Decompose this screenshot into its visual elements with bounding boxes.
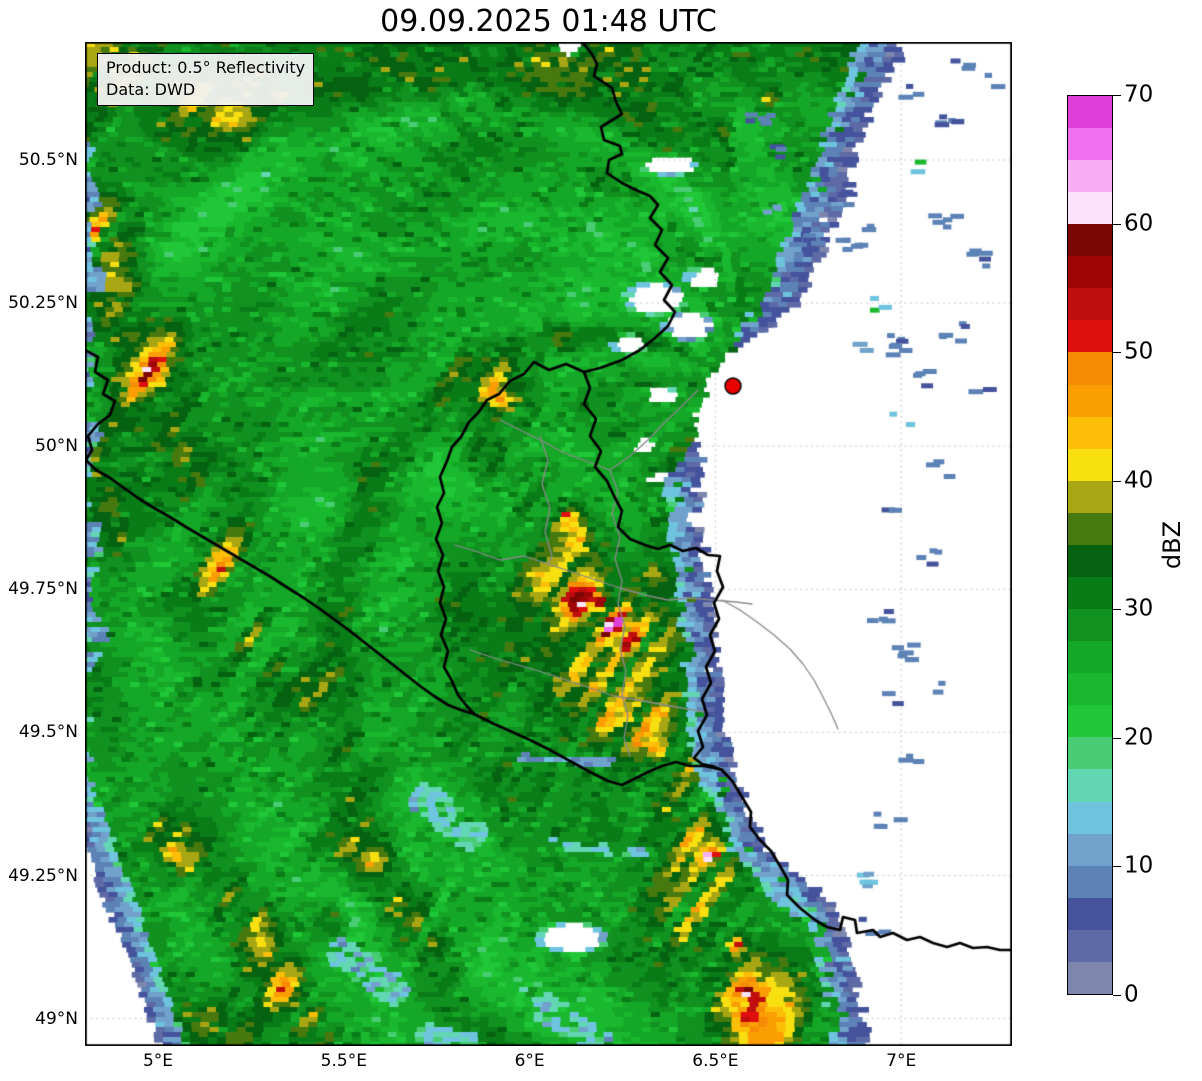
colorbar-segment: [1068, 352, 1112, 385]
colorbar-tick-mark: [1113, 223, 1121, 225]
y-tick-label: 49°N: [35, 1008, 78, 1029]
colorbar-segment: [1068, 865, 1112, 898]
colorbar-segment: [1068, 448, 1112, 481]
colorbar-segment: [1068, 384, 1112, 417]
colorbar-segment: [1068, 159, 1112, 193]
colorbar-segment: [1068, 480, 1112, 513]
colorbar-tick-label: 70: [1124, 81, 1154, 108]
colorbar-segment: [1068, 641, 1112, 674]
colorbar-tick-label: 30: [1124, 595, 1154, 622]
colorbar-segment: [1068, 192, 1112, 225]
y-tick-label: 49.5°N: [18, 722, 78, 743]
x-tick-label: 6.5°E: [692, 1051, 739, 1071]
colorbar-unit-label: dBZ: [1158, 520, 1186, 570]
x-tick-label: 7°E: [886, 1051, 917, 1071]
x-tick-label: 5°E: [142, 1051, 174, 1071]
colorbar-tick-mark: [1113, 995, 1121, 996]
colorbar-tick-label: 40: [1124, 467, 1154, 494]
data-source-label: Data: DWD: [106, 80, 196, 99]
colorbar-segment: [1068, 737, 1112, 770]
colorbar-segment: [1068, 833, 1112, 866]
colorbar-tick-mark: [1113, 480, 1121, 482]
colorbar-tick-mark: [1113, 737, 1121, 739]
colorbar-segment: [1068, 801, 1112, 834]
colorbar-tick-mark: [1113, 352, 1121, 354]
figure-title: 09.09.2025 01:48 UTC: [380, 4, 717, 39]
colorbar-tick-label: 10: [1124, 852, 1154, 879]
y-tick-label: 50.25°N: [8, 293, 78, 314]
colorbar-segment: [1068, 897, 1112, 930]
colorbar-segment: [1068, 288, 1112, 321]
colorbar: [1067, 95, 1113, 995]
colorbar-tick-label: 60: [1124, 210, 1154, 237]
colorbar-segment: [1068, 320, 1112, 353]
colorbar-segment: [1068, 95, 1112, 128]
colorbar-segment: [1068, 256, 1112, 289]
y-tick-label: 49.25°N: [8, 865, 78, 886]
colorbar-segment: [1068, 512, 1112, 545]
radar-map-canvas: [85, 42, 1012, 1046]
colorbar-tick-label: 0: [1124, 981, 1139, 1008]
product-annotation-box: Product: 0.5° Reflectivity Data: DWD: [97, 53, 315, 106]
y-tick-label: 50°N: [35, 436, 78, 457]
colorbar-segment: [1068, 929, 1112, 962]
colorbar-segment: [1068, 609, 1112, 642]
y-tick-label: 50.5°N: [18, 150, 78, 170]
y-tick-label: 49.75°N: [8, 579, 78, 600]
colorbar-segment: [1068, 769, 1112, 802]
colorbar-segment: [1068, 705, 1112, 738]
colorbar-segment: [1068, 416, 1112, 449]
colorbar-segment: [1068, 544, 1112, 577]
colorbar-segment: [1068, 127, 1112, 160]
colorbar-tick-mark: [1113, 95, 1121, 96]
colorbar-segment: [1068, 673, 1112, 706]
colorbar-tick-label: 50: [1124, 338, 1154, 365]
product-label: Product: 0.5° Reflectivity: [106, 58, 306, 77]
x-tick-label: 6°E: [514, 1051, 545, 1071]
colorbar-tick-label: 20: [1124, 724, 1154, 751]
colorbar-segment: [1068, 576, 1112, 610]
x-tick-label: 5.5°E: [320, 1051, 367, 1071]
colorbar-tick-mark: [1113, 866, 1121, 868]
colorbar-segment: [1068, 224, 1112, 257]
colorbar-segment: [1068, 961, 1112, 994]
colorbar-tick-mark: [1113, 609, 1121, 611]
